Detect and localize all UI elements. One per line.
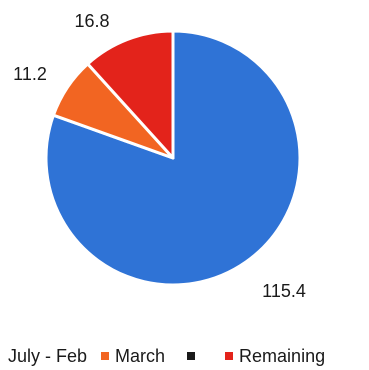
legend-item-july-feb: July - Feb [8,346,87,367]
data-label-remaining: 16.8 [74,11,109,31]
legend-label-march: March [115,345,166,366]
legend-label-remaining: Remaining [239,345,326,366]
data-label-march: 11.2 [13,64,47,84]
legend: July - Feb March Remaining [0,344,369,368]
legend-swatch-march [101,352,110,360]
legend-item-remaining: Remaining [225,346,325,367]
legend-item-march: March [101,346,165,367]
pie-slice-remaining [86,29,175,160]
data-label-july-feb: 115.4 [262,281,306,301]
legend-swatch-unlabeled [187,352,196,360]
pie-slices [44,29,302,287]
legend-label-july-feb: July - Feb [8,345,88,366]
legend-item-unlabeled [187,352,196,360]
legend-swatch-remaining [225,352,234,360]
